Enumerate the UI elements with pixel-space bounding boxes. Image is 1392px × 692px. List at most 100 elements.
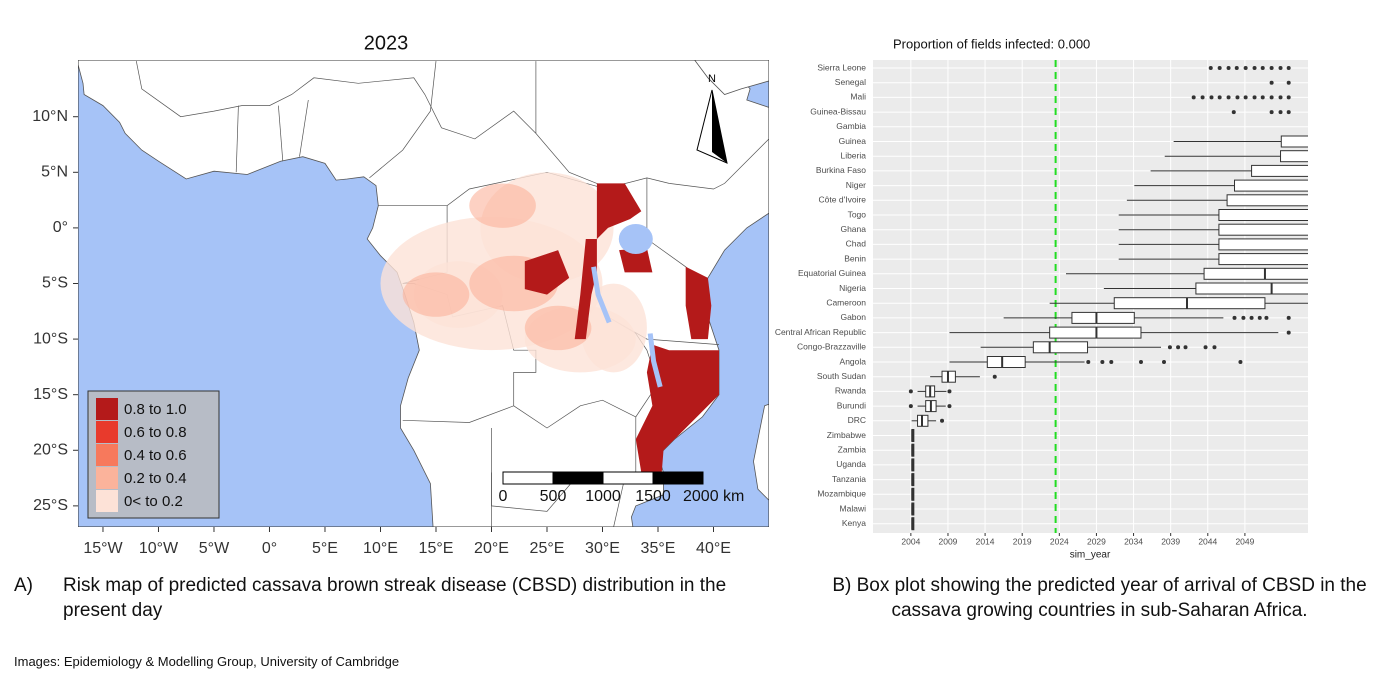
box <box>1251 164 1308 177</box>
risk-area <box>580 283 647 373</box>
plot-panel <box>873 60 1308 533</box>
scale-label: 2000 km <box>683 488 744 505</box>
outlier <box>1269 95 1274 100</box>
y-tick-label: Niger <box>846 180 866 190</box>
legend-label: 0.6 to 0.8 <box>124 424 187 441</box>
box <box>1280 150 1308 163</box>
y-tick-label: Gabon <box>840 312 866 322</box>
y-tick-label: Equatorial Guinea <box>798 268 866 278</box>
y-tick-label: Mali <box>850 92 866 102</box>
outlier <box>1264 315 1269 320</box>
outlier <box>1286 95 1291 100</box>
outlier <box>1203 345 1208 350</box>
outlier <box>1269 110 1274 115</box>
outlier <box>947 389 952 394</box>
outlier <box>1286 315 1291 320</box>
legend-swatch <box>96 398 118 420</box>
y-tick-label: Tanzania <box>832 474 866 484</box>
legend-label: 0< to 0.2 <box>124 493 183 510</box>
legend-label: 0.2 to 0.4 <box>124 470 187 487</box>
scale-bar <box>502 471 554 485</box>
x-tick-label: 35°E <box>641 540 676 557</box>
caption-a: Risk map of predicted cassava brown stre… <box>63 575 727 621</box>
outlier <box>1260 95 1265 100</box>
outlier <box>940 418 945 423</box>
outlier <box>1212 345 1217 350</box>
y-tick-label: Zambia <box>838 444 867 454</box>
caption-label: A) <box>14 575 33 596</box>
box <box>1049 326 1142 339</box>
scale-bar <box>602 471 654 485</box>
y-tick-label: Angola <box>840 356 867 366</box>
outlier <box>992 374 997 379</box>
legend-swatch <box>96 490 118 512</box>
y-tick-label: Cameroon <box>826 297 866 307</box>
box <box>1280 135 1308 148</box>
y-tick-label: Malawi <box>840 503 867 513</box>
box <box>1218 238 1308 251</box>
outlier <box>1191 95 1196 100</box>
chart-title: Proportion of fields infected: 0.000 <box>893 36 1090 51</box>
x-tick-label: 20°E <box>474 540 509 557</box>
lake <box>591 266 612 324</box>
x-tick-label: 2024 <box>1050 536 1069 546</box>
y-tick-label: Liberia <box>840 150 866 160</box>
outlier <box>1100 360 1105 364</box>
outlier <box>1278 95 1283 100</box>
outlier <box>1234 66 1239 70</box>
y-tick-label: 15°S <box>33 386 68 403</box>
y-tick-label: 5°S <box>42 275 68 292</box>
x-tick-label: 2039 <box>1161 536 1180 546</box>
y-tick-label: Gambia <box>836 121 866 131</box>
outlier <box>1286 80 1291 85</box>
y-tick-label: Kenya <box>842 518 866 528</box>
boxes <box>873 60 1308 533</box>
y-tick-label: 20°S <box>33 441 68 458</box>
y-tick-label: Congo-Brazzaville <box>797 342 866 352</box>
legend-label: 0.8 to 1.0 <box>124 401 187 418</box>
y-tick-label: DRC <box>848 415 866 425</box>
y-tick-label: Rwanda <box>835 386 866 396</box>
x-tick-label: 30°E <box>585 540 620 557</box>
y-tick-label: Nigeria <box>839 283 866 293</box>
y-tick-label: Mozambique <box>817 489 866 499</box>
risk-area <box>402 272 470 317</box>
outlier <box>1231 110 1236 115</box>
scale-label: 500 <box>540 488 567 505</box>
box <box>1032 341 1089 354</box>
y-tick-label: Guinea-Bissau <box>810 106 866 116</box>
outlier <box>1278 110 1283 115</box>
outlier <box>1241 315 1246 320</box>
y-tick-label: South Sudan <box>817 371 866 381</box>
north-arrow <box>712 90 727 163</box>
risk-area <box>574 239 597 340</box>
y-tick-label: Guinea <box>839 136 867 146</box>
risk-area <box>469 183 536 228</box>
x-tick-label: 15°W <box>83 540 123 557</box>
outlier <box>1217 95 1222 100</box>
outlier <box>1138 360 1143 364</box>
map-title: 2023 <box>364 32 409 54</box>
y-tick-label: Burkina Faso <box>816 165 866 175</box>
outlier <box>1217 66 1222 70</box>
y-tick-label: Togo <box>848 209 867 219</box>
x-tick-label: 10°E <box>363 540 398 557</box>
credit: Images: Epidemiology & Modelling Group, … <box>14 654 400 669</box>
y-tick-label: Ghana <box>840 224 866 234</box>
x-tick-label: 2004 <box>901 536 920 546</box>
box <box>1218 253 1308 266</box>
outlier <box>1252 66 1257 70</box>
x-tick-label: 2029 <box>1087 536 1106 546</box>
box <box>1234 179 1308 192</box>
outlier <box>1249 315 1254 320</box>
outlier <box>1183 345 1188 350</box>
north-label: N <box>708 73 716 85</box>
box <box>1195 282 1308 295</box>
x-tick-label: 2019 <box>1013 536 1032 546</box>
outlier <box>1269 66 1274 70</box>
x-tick-label: 15°E <box>419 540 454 557</box>
outlier <box>1243 95 1248 100</box>
land <box>753 403 769 501</box>
